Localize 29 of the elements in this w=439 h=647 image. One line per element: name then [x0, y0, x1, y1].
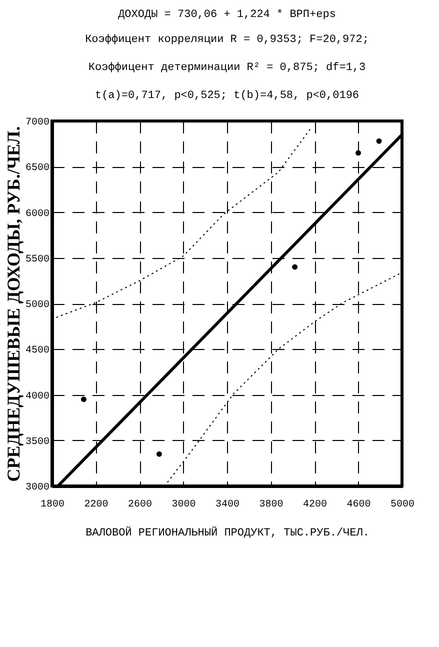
point: [80, 396, 86, 402]
x-tick-label: 2200: [84, 500, 108, 510]
x-tick-label: 3800: [259, 500, 284, 510]
y-tick-label: 7000: [25, 118, 50, 128]
x-tick-label: 2600: [128, 500, 152, 510]
y-tick-label: 3500: [25, 436, 50, 448]
y-tick-label: 5500: [25, 254, 50, 266]
y-tick-label: 6000: [25, 208, 50, 220]
x-tick-label: 3400: [215, 500, 240, 510]
text: Коэффицент детерминации R² = 0,875; df=1,3: [88, 62, 366, 74]
x-tick-label: 3000: [172, 500, 196, 510]
x-tick-label: 5000: [390, 500, 415, 510]
point: [292, 264, 298, 270]
text: Коэффицент корреляции R = 0,9353; F=20,972;: [85, 34, 369, 46]
y-tick-label: 4000: [25, 391, 50, 402]
x-tick-label: 4200: [302, 500, 328, 510]
point: [156, 451, 162, 457]
x-tick-label: 4600: [346, 500, 371, 510]
chart-title: ДОХОДЫ = 730,06 + 1,224 * ВРП+eps: [118, 9, 336, 21]
point: [356, 150, 361, 156]
text: t(a)=0,717, p<0,525; t(b)=4,58, p<0,0196: [94, 90, 360, 102]
x-tick-label: 1800: [40, 500, 65, 510]
y-tick-label: 5000: [25, 300, 50, 311]
y-tick-label: 4500: [25, 346, 50, 357]
y-tick-label: 3000: [25, 482, 50, 494]
point: [376, 138, 382, 144]
y-tick-label: 6500: [25, 163, 50, 174]
x-axis-title: ВАЛОВОЙ РЕГИОНАЛЬНЫЙ ПРОДУКТ, ТЫС.РУБ./ЧЕЛ.: [86, 526, 370, 540]
y-axis-title: СРЕДНЕДУШЕВЫЕ ДОХОДЫ, РУБ./ЧЕЛ.: [3, 126, 24, 482]
